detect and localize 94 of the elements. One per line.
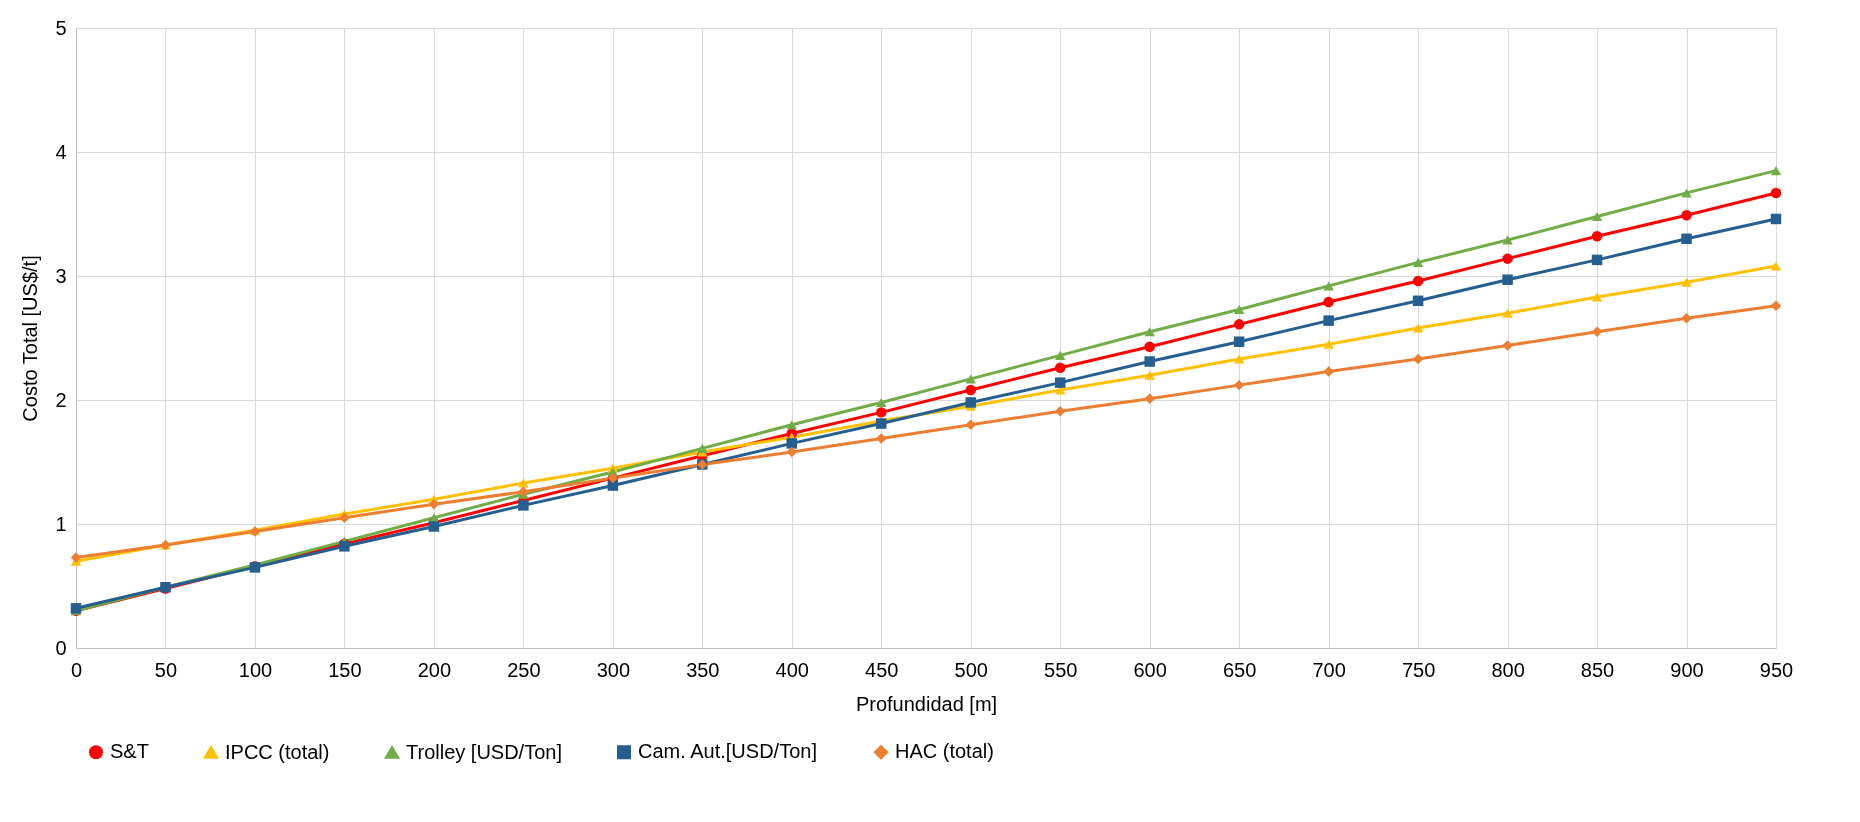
point [1770,300,1782,311]
point [1412,295,1424,307]
point [786,446,798,458]
point [876,433,887,444]
point [1054,350,1066,360]
point [518,478,529,488]
x-tick-label: 950 [1759,658,1794,681]
point [428,498,440,510]
point [965,374,976,384]
x-tick-label: 800 [1491,658,1525,681]
point [1770,187,1782,199]
point [1502,253,1513,264]
x-tick-label: 850 [1580,658,1615,681]
point [1412,257,1424,267]
y-axis-title: Costo Total [US$/t] [19,255,42,422]
point [518,500,529,511]
legend-label: Cam. Aut.[USD/Ton] [638,740,817,763]
point [1681,233,1692,245]
x-tick-label: 50 [154,658,178,681]
point [1323,315,1334,326]
point [1591,292,1603,302]
point [1591,326,1603,338]
y-tick-label: 0 [55,636,67,659]
point [876,407,887,418]
point [1054,362,1066,373]
point [1502,340,1513,351]
point [339,512,350,524]
point [1144,327,1155,337]
point [965,384,976,396]
point [1144,370,1155,380]
point [697,443,708,453]
point [1144,341,1155,352]
point [1323,281,1334,291]
x-tick-label: 400 [775,658,809,681]
point [70,552,82,563]
point [1770,166,1782,176]
point [876,397,887,408]
x-tick-label: 200 [417,658,452,681]
point [1412,353,1424,365]
point [1502,308,1513,318]
point [1502,274,1513,285]
point [1144,393,1155,404]
point [1591,254,1603,266]
point [1681,312,1692,324]
point [786,420,798,430]
point [1054,405,1066,417]
point [1323,339,1334,349]
point [1323,366,1334,377]
legend-label: HAC (total) [895,740,994,763]
legend-label: IPCC (total) [225,740,330,763]
y-tick-label: 2 [55,388,67,411]
x-tick-label: 150 [328,658,362,681]
point [1323,296,1334,308]
point [965,397,976,408]
point [1233,336,1245,347]
point [786,438,798,449]
x-tick-label: 500 [954,658,988,681]
point [428,521,440,532]
point [1412,275,1424,287]
y-tick-label: 1 [55,512,67,535]
y-tick-label: 5 [55,16,67,39]
point [1233,304,1245,315]
point [1681,188,1692,198]
point [1591,211,1603,222]
point [1502,235,1513,245]
y-tick-label: 3 [55,264,67,287]
legend-label: S&T [110,740,149,763]
y-tick-label: 4 [55,140,67,163]
point [1412,323,1424,333]
legend-label: Trolley [USD/Ton] [406,740,562,763]
point [1770,213,1782,225]
point [965,419,976,431]
x-tick-label: 700 [1312,658,1346,681]
x-tick-label: 750 [1401,658,1436,681]
x-axis-title: Profundidad [m] [855,692,998,715]
point [1591,231,1603,242]
point [1233,379,1245,391]
x-tick-label: 550 [1044,658,1078,681]
x-tick-label: 250 [507,658,541,681]
x-tick-label: 900 [1670,658,1704,681]
x-tick-label: 0 [70,658,83,681]
x-tick-label: 350 [686,658,720,681]
point [1054,377,1066,388]
point [1144,356,1155,367]
point [1681,277,1692,287]
x-tick-label: 650 [1222,658,1257,681]
point [1770,261,1782,271]
point [1681,210,1692,221]
x-tick-label: 450 [865,658,899,681]
point [1233,319,1245,330]
x-tick-label: 300 [596,658,631,681]
x-tick-label: 600 [1133,658,1167,681]
x-tick-label: 100 [238,658,273,681]
point [1233,354,1245,364]
